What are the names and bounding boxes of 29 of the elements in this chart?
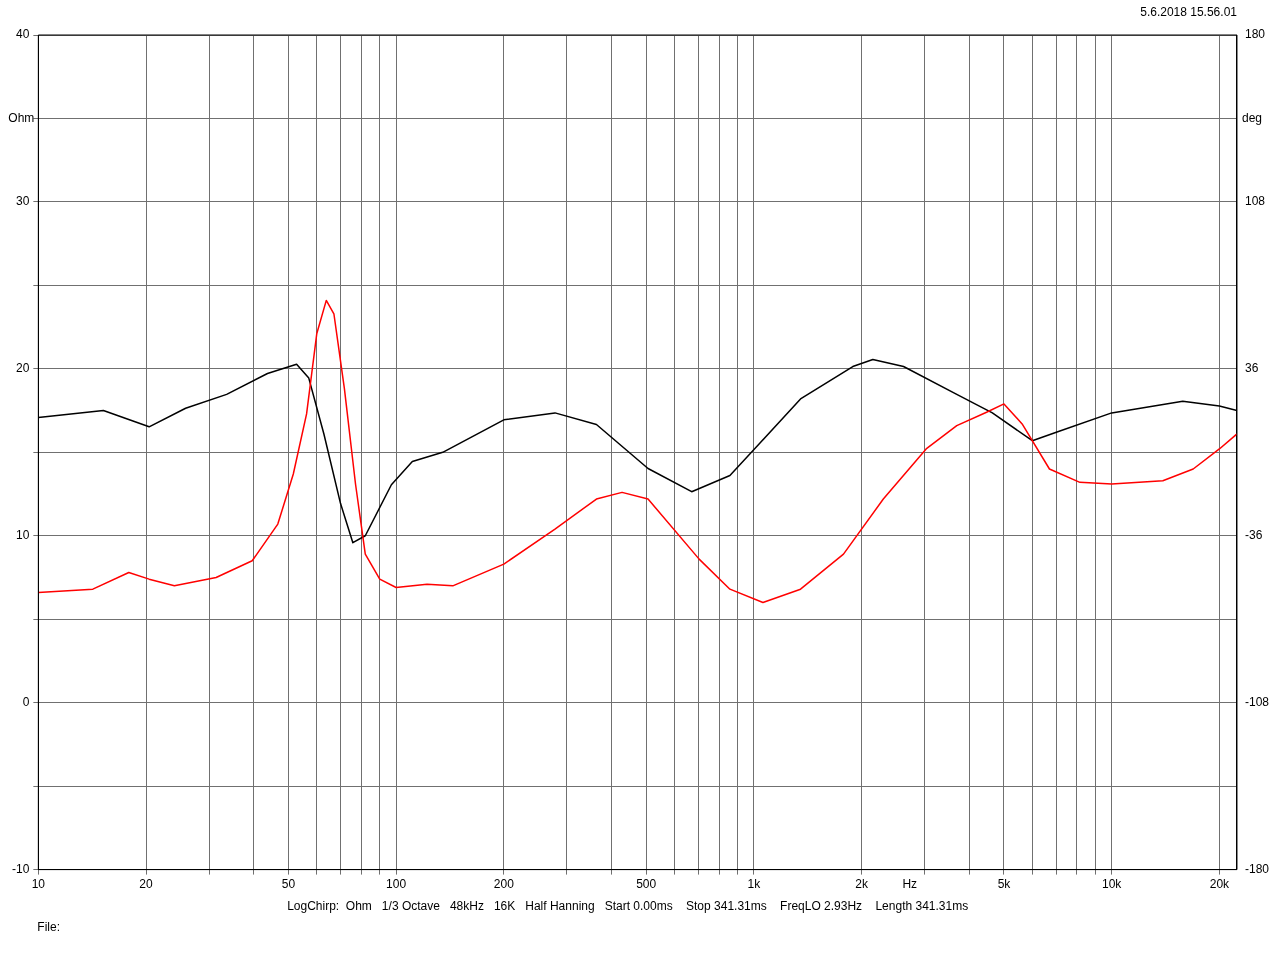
x-tick-label: 2k bbox=[855, 877, 869, 892]
x-tick-label: 20k bbox=[1209, 877, 1231, 892]
x-tick-label: 10 bbox=[31, 877, 46, 892]
x-tick-label: 5k bbox=[997, 877, 1012, 892]
y-tick-label: 40 bbox=[15, 27, 30, 42]
y-tick-label: 20 bbox=[15, 361, 30, 376]
text: LogChirp: Ohm 1/3 Octave 48kHz 16K Half Hanning Start 0.00ms Stop 341.31ms FreqLO 2.93Hz Length 341.31ms bbox=[287, 898, 969, 913]
y2-tick-label: 180 bbox=[1244, 27, 1266, 42]
x-tick-label: 20 bbox=[139, 877, 154, 892]
x-tick-label: 500 bbox=[636, 877, 657, 892]
y-axis-title: Ohm bbox=[8, 110, 35, 125]
y2-tick-label: 36 bbox=[1244, 361, 1259, 376]
text: File: bbox=[37, 919, 61, 934]
x-tick-label: 1k bbox=[747, 877, 762, 892]
text: 5.6.2018 15.56.01 bbox=[1140, 5, 1238, 20]
y-tick-label: -10 bbox=[12, 861, 30, 876]
x-tick-label: 10k bbox=[1101, 877, 1123, 892]
y-tick-label: 30 bbox=[15, 194, 30, 209]
y2-tick-label: -108 bbox=[1244, 694, 1270, 709]
x-tick-label: 50 bbox=[281, 877, 296, 892]
x-axis-title: Hz bbox=[902, 876, 918, 891]
y2-tick-label: 108 bbox=[1244, 194, 1266, 209]
y2-axis-title: deg bbox=[1241, 110, 1263, 125]
x-tick-label: 200 bbox=[493, 877, 515, 892]
y2-tick-label: -180 bbox=[1244, 861, 1270, 876]
x-tick-label: 100 bbox=[386, 877, 407, 892]
y2-tick-label: -36 bbox=[1244, 528, 1263, 543]
y-tick-label: 10 bbox=[15, 528, 30, 543]
y-tick-label: 0 bbox=[22, 694, 30, 709]
